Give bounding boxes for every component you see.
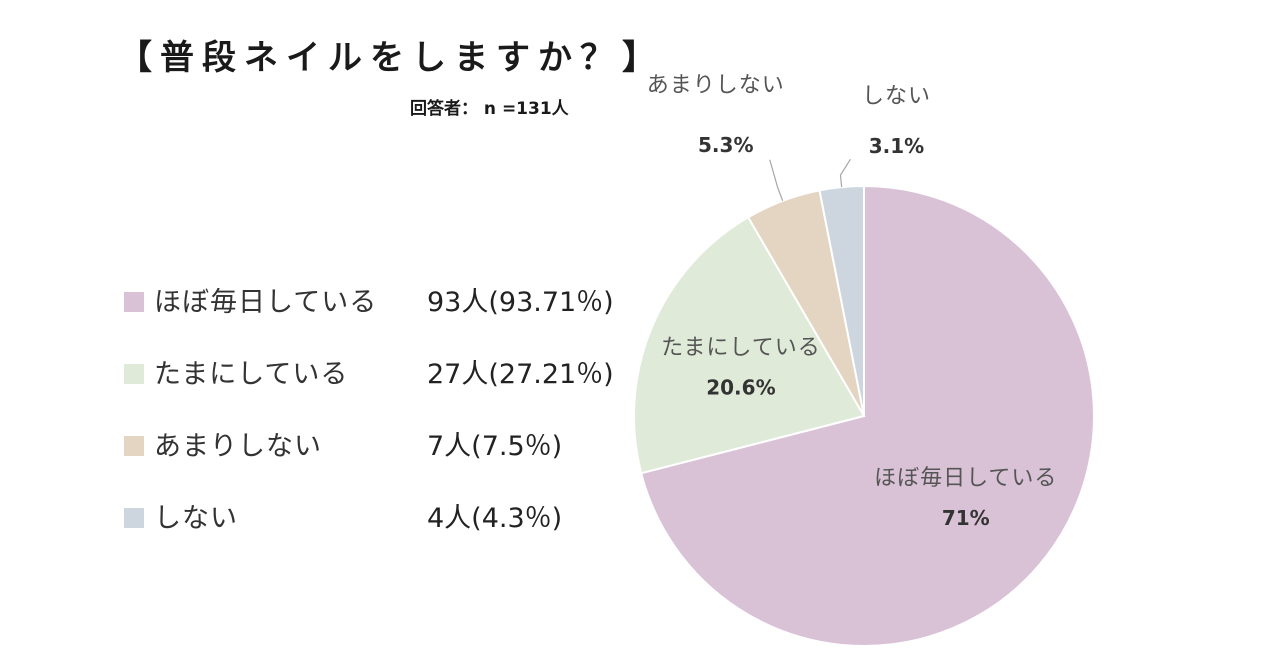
legend-value-daily: 93人(93.71％) (427, 287, 614, 318)
slice-label-rarely: あまりしない (647, 73, 785, 98)
legend-swatch-sometimes (124, 364, 144, 384)
legend-swatch-never (124, 508, 144, 528)
slice-pct-daily: 71% (942, 506, 990, 530)
legend-value-sometimes: 27人(27.21％) (427, 359, 614, 390)
leader-line-never (839, 158, 851, 188)
pie-slice-daily (640, 184, 1095, 647)
legend-label-rarely: あまりしない (154, 431, 322, 462)
chart-title: 【普段ネイルをしますか？】 (118, 38, 664, 78)
slice-label-daily: ほぼ毎日している (874, 466, 1057, 491)
legend-value-rarely: 7人(7.5％) (427, 431, 563, 462)
legend-swatch-rarely (124, 436, 144, 456)
slice-pct-sometimes: 20.6% (706, 376, 775, 400)
legend-value-never: 4人(4.3％) (427, 503, 563, 534)
leader-line-rarely (769, 159, 784, 202)
slice-pct-never: 3.1% (869, 134, 924, 158)
slice-label-never: しない (862, 84, 931, 109)
slice-pct-rarely: 5.3% (698, 133, 753, 157)
respondent-count: 回答者： n =131人 (410, 99, 569, 119)
legend-label-daily: ほぼ毎日している (154, 287, 378, 318)
legend-label-sometimes: たまにしている (154, 359, 349, 390)
pie-slice-sometimes (633, 215, 866, 475)
slice-label-sometimes: たまにしている (661, 336, 821, 361)
legend-label-never: しない (154, 503, 238, 534)
legend-swatch-daily (124, 292, 144, 312)
